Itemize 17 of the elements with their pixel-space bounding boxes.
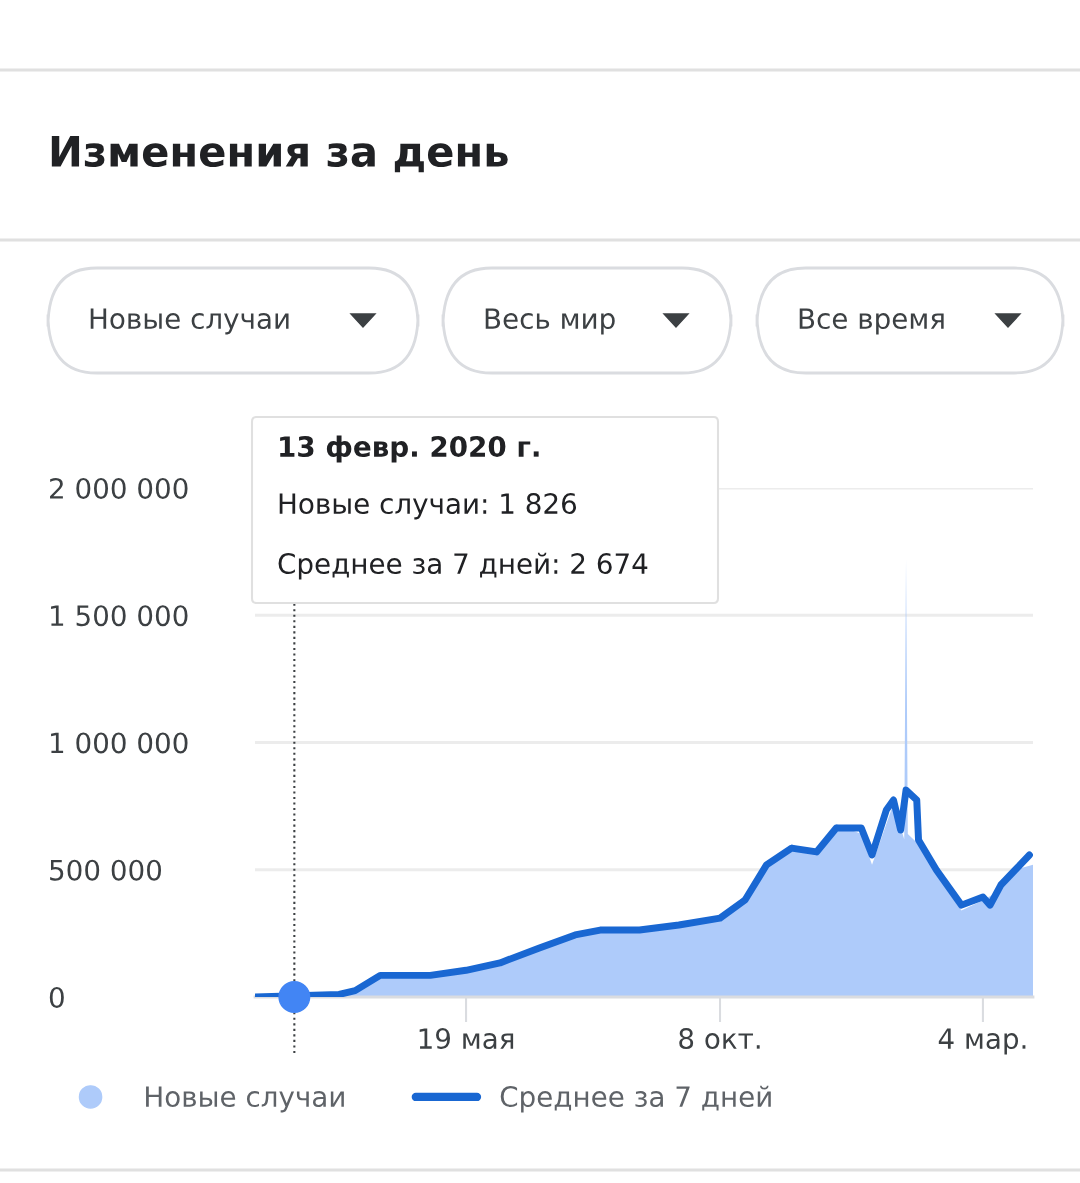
y-tick-label: 1 000 000 — [51, 732, 188, 754]
text: Все время — [799, 308, 944, 335]
y-tick-label: 2 000 000 — [50, 477, 188, 499]
annotation: Новые случаи: 1 826 — [279, 493, 577, 520]
annotation: Среднее за 7 дней: 2 674 — [278, 552, 648, 580]
y-tick-label: 500 000 — [50, 859, 162, 881]
text: Весь мир — [485, 308, 615, 335]
x-tick-label: 4 мар. — [938, 1028, 1026, 1055]
x-tick-label: 19 мая — [419, 1028, 514, 1050]
text: 13 февр. 2020 г. — [280, 435, 539, 463]
text: Новые случаи — [90, 308, 289, 335]
legend-label: Новые случаи — [146, 1086, 344, 1113]
legend-label: Среднее за 7 дней — [500, 1085, 771, 1113]
chart-title: Изменения за день — [51, 136, 508, 173]
y-tick-label: 1 500 000 — [51, 605, 188, 627]
x-tick-label: 8 окт. — [679, 1028, 760, 1050]
y-tick-label: 0 — [49, 986, 64, 1008]
